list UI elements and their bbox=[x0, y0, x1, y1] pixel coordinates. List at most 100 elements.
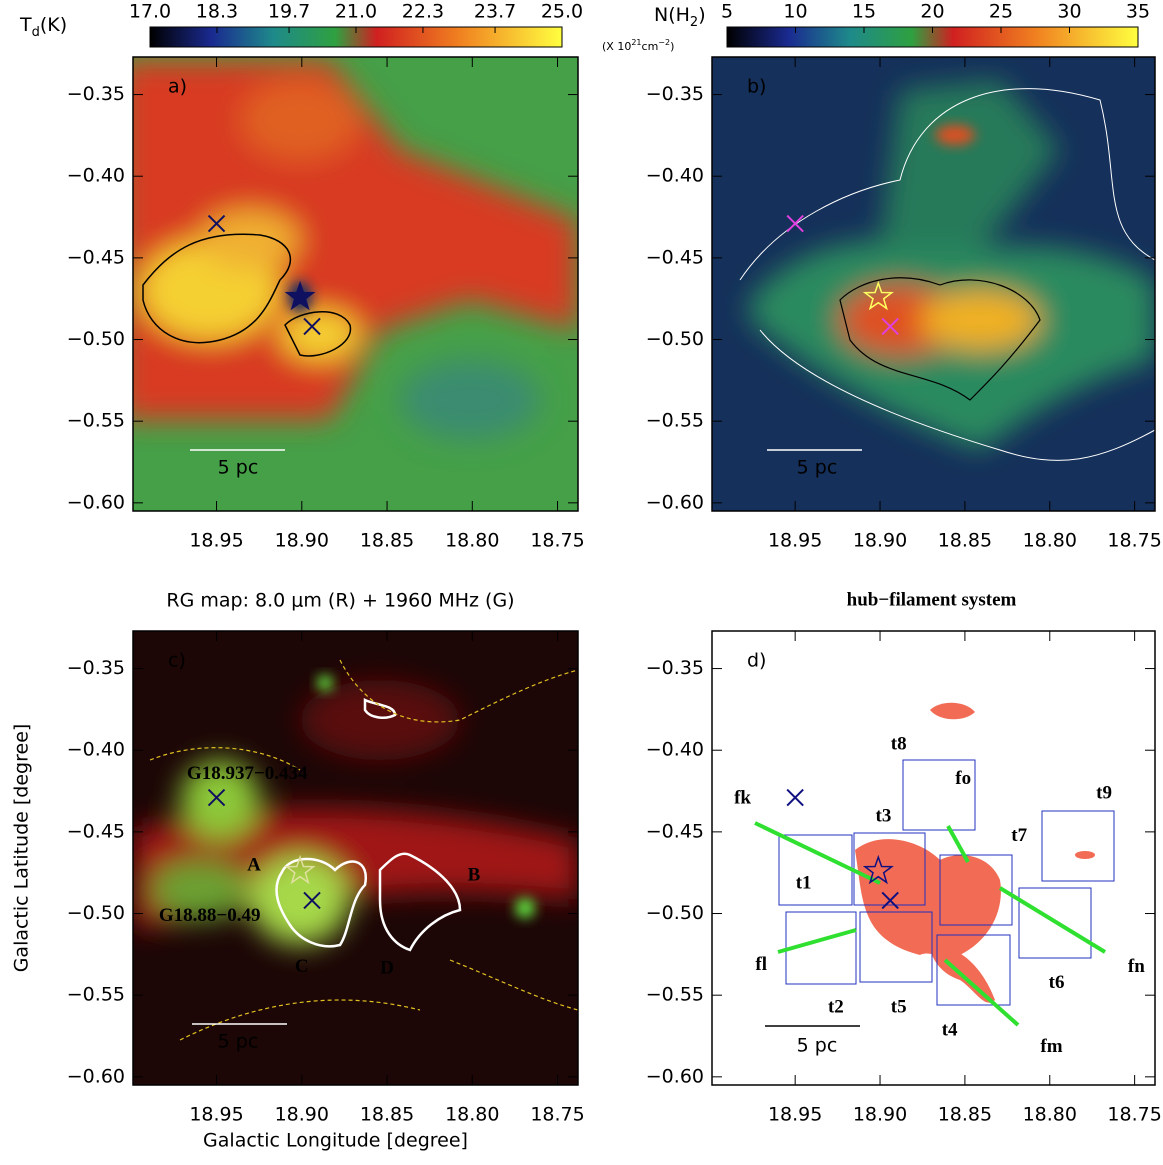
panel-label: a) bbox=[168, 76, 187, 98]
colorbar-tick-label: 17.0 bbox=[129, 1, 171, 23]
x-tick-label: 18.95 bbox=[189, 530, 243, 552]
rg-composite-map bbox=[133, 631, 578, 1085]
y-tick-label: −0.45 bbox=[646, 820, 704, 842]
x-tick-label: 18.85 bbox=[938, 530, 992, 552]
colorbar-unit-part: ) bbox=[670, 40, 674, 53]
colorbar-tick-label: 22.3 bbox=[402, 1, 444, 23]
colorbar-label-part: ) bbox=[698, 4, 705, 26]
annotation: t1 bbox=[796, 872, 812, 893]
colorbar-tick-label: 19.7 bbox=[268, 1, 310, 23]
figure: 18.95 18.90 18.85 18.80 18.75 −0.35 −0.40 −0.45… bbox=[0, 0, 1163, 1165]
x-tick-label: 18.80 bbox=[1023, 530, 1077, 552]
panel-label: b) bbox=[747, 76, 766, 98]
panel-title: hub−filament system bbox=[847, 589, 1017, 610]
y-tick-label: −0.60 bbox=[67, 1065, 125, 1087]
x-tick-label: 18.75 bbox=[530, 1104, 584, 1126]
x-tick-label: 18.95 bbox=[768, 530, 822, 552]
y-tick-label: −0.60 bbox=[67, 491, 125, 513]
y-tick-label: −0.60 bbox=[646, 491, 704, 513]
colorbar-tick-label: 30 bbox=[1057, 1, 1081, 23]
x-tick-label: 18.75 bbox=[1107, 1104, 1161, 1126]
colorbar-unit: (X 1021cm−2) bbox=[602, 38, 674, 53]
annotation: t7 bbox=[1011, 825, 1027, 846]
colorbar-tick-label: 25.0 bbox=[541, 1, 583, 23]
temperature-map bbox=[120, 57, 578, 511]
annotation: B bbox=[468, 864, 481, 885]
annotation: t4 bbox=[942, 1019, 958, 1040]
annotation: G18.937−0.434 bbox=[187, 763, 308, 784]
y-tick-label: −0.40 bbox=[646, 165, 704, 187]
colorbar-tick-label: 18.3 bbox=[196, 1, 238, 23]
colorbar-label-part: N(H bbox=[654, 4, 690, 26]
y-axis-label: Galactic Latitude [degree] bbox=[11, 724, 33, 973]
annotation: t9 bbox=[1096, 783, 1112, 804]
annotation: t8 bbox=[891, 734, 907, 755]
y-tick-label: −0.40 bbox=[646, 739, 704, 761]
colorbar-tick-label: 23.7 bbox=[474, 1, 516, 23]
y-tick-label: −0.50 bbox=[67, 902, 125, 924]
y-tick-label: −0.40 bbox=[67, 739, 125, 761]
colorbar-tick-label: 25 bbox=[989, 1, 1013, 23]
x-tick-label: 18.95 bbox=[189, 1104, 243, 1126]
y-tick-label: −0.55 bbox=[646, 984, 704, 1006]
x-tick-label: 18.80 bbox=[1023, 1104, 1077, 1126]
colorbar-tick-label: 15 bbox=[852, 1, 876, 23]
x-tick-label: 18.80 bbox=[445, 530, 499, 552]
x-axis-label: Galactic Longitude [degree] bbox=[203, 1130, 468, 1152]
y-tick-label: −0.55 bbox=[67, 984, 125, 1006]
filament-label: fl bbox=[755, 954, 767, 975]
panel-title: RG map: 8.0 μm (R) + 1960 MHz (G) bbox=[166, 590, 514, 612]
panel-label: c) bbox=[168, 650, 186, 672]
annotation: G18.88−0.49 bbox=[159, 905, 261, 926]
x-tick-label: 18.85 bbox=[360, 1104, 414, 1126]
x-tick-label: 18.80 bbox=[445, 1104, 499, 1126]
annotation: t6 bbox=[1049, 972, 1065, 993]
colorbar-tick-label: 10 bbox=[783, 1, 807, 23]
colorbar-label-part: 2 bbox=[690, 15, 698, 30]
column-density-map bbox=[712, 57, 1155, 511]
y-tick-label: −0.50 bbox=[646, 902, 704, 924]
filament-label: fm bbox=[1040, 1036, 1062, 1057]
filament-label: fo bbox=[955, 768, 971, 789]
colorbar-unit-part: (X 10 bbox=[602, 40, 631, 53]
hub-filament-sketch bbox=[712, 631, 1155, 1085]
x-tick-label: 18.90 bbox=[853, 1104, 907, 1126]
y-tick-label: −0.35 bbox=[67, 83, 125, 105]
y-tick-label: −0.35 bbox=[646, 83, 704, 105]
y-tick-label: −0.35 bbox=[646, 657, 704, 679]
y-tick-label: −0.45 bbox=[67, 246, 125, 268]
filament-label: fk bbox=[734, 788, 751, 809]
annotation: t5 bbox=[891, 997, 907, 1018]
y-tick-label: −0.55 bbox=[67, 410, 125, 432]
y-tick-label: −0.55 bbox=[646, 410, 704, 432]
annotation: D bbox=[380, 957, 394, 978]
y-tick-label: −0.45 bbox=[67, 820, 125, 842]
y-tick-label: −0.50 bbox=[646, 328, 704, 350]
colorbar-tick-label: 21.0 bbox=[335, 1, 377, 23]
y-tick-label: −0.50 bbox=[67, 328, 125, 350]
x-tick-label: 18.90 bbox=[853, 530, 907, 552]
y-tick-label: −0.60 bbox=[646, 1065, 704, 1087]
y-tick-label: −0.35 bbox=[67, 657, 125, 679]
scale-bar-label: 5 pc bbox=[218, 457, 259, 479]
panel-label: d) bbox=[747, 650, 766, 672]
colorbar-tick-label: 35 bbox=[1126, 1, 1150, 23]
colorbar-unit-part: cm bbox=[642, 40, 659, 53]
colorbar-label-part: d bbox=[32, 25, 40, 40]
colorbar-unit-part: 21 bbox=[631, 38, 641, 47]
x-tick-label: 18.95 bbox=[768, 1104, 822, 1126]
y-tick-label: −0.40 bbox=[67, 165, 125, 187]
colorbar-tick-label: 5 bbox=[721, 1, 733, 23]
annotation: A bbox=[247, 855, 261, 876]
colorbar-label-part: (K) bbox=[40, 14, 67, 36]
scale-bar-label: 5 pc bbox=[218, 1031, 259, 1053]
x-tick-label: 18.90 bbox=[275, 530, 329, 552]
scale-bar-label: 5 pc bbox=[797, 457, 838, 479]
x-tick-label: 18.75 bbox=[530, 530, 584, 552]
colorbar-unit-part: −2 bbox=[658, 38, 670, 47]
annotation: t2 bbox=[828, 997, 844, 1018]
x-tick-label: 18.85 bbox=[938, 1104, 992, 1126]
colorbar-tick-label: 20 bbox=[920, 1, 944, 23]
colorbar-label-part: T bbox=[19, 14, 32, 36]
colorbar-label: Td(K) bbox=[19, 14, 67, 41]
